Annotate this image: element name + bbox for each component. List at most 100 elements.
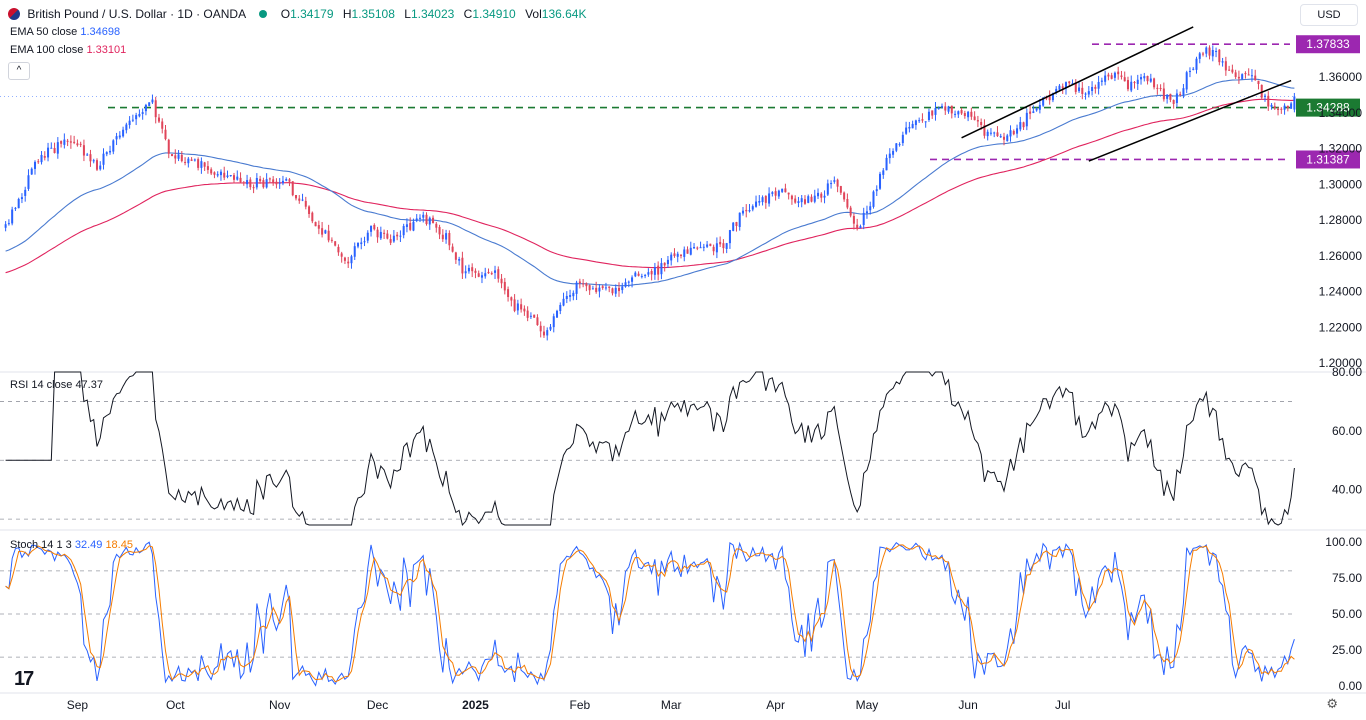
candle (631, 275, 634, 288)
rsi-legend[interactable]: RSI 14 close 47.37 (10, 379, 103, 391)
candle-body (1094, 86, 1097, 89)
candle (268, 177, 271, 183)
candle-body (957, 111, 960, 115)
candle-body (161, 121, 164, 129)
candle (565, 291, 568, 304)
tradingview-logo-icon[interactable]: 17 (14, 668, 34, 690)
candle (611, 287, 614, 296)
candle (1166, 94, 1169, 104)
candle (670, 252, 673, 266)
candle (330, 237, 333, 243)
candle-body (539, 325, 542, 332)
candle-body (800, 198, 803, 203)
candle-body (210, 169, 213, 174)
price-axis-tick-label: 1.24000 (1319, 285, 1363, 299)
candle (1237, 70, 1240, 84)
candle (399, 230, 402, 242)
candle-body (679, 254, 683, 256)
candle (702, 243, 705, 252)
candle (741, 206, 744, 216)
candle (213, 171, 216, 179)
candle-body (27, 175, 30, 189)
candle (790, 194, 793, 205)
candle-body (673, 253, 676, 257)
candle-body (366, 232, 369, 241)
candle-body (389, 239, 392, 243)
candle (467, 264, 470, 274)
candle-body (278, 182, 281, 184)
candle-body (487, 271, 490, 274)
candle (872, 190, 875, 209)
candle (490, 271, 493, 276)
candle (983, 119, 986, 139)
candle-body (526, 310, 529, 318)
candle (1133, 81, 1136, 89)
candle-body (1290, 103, 1293, 109)
candle-body (477, 273, 480, 277)
time-axis-tick-label: Oct (166, 698, 185, 712)
candle-body (595, 287, 598, 292)
collapse-legend-button[interactable]: ^ (8, 62, 30, 80)
stoch-legend[interactable]: Stoch 14 1 3 32.49 18.45 (10, 539, 133, 551)
currency-selector[interactable]: USD (1300, 4, 1358, 26)
channel-upper-line[interactable] (961, 26, 1194, 139)
candle-body (993, 132, 996, 134)
candle (908, 121, 911, 133)
candle-body (1211, 50, 1214, 57)
candle-body (95, 160, 98, 170)
candle (14, 207, 17, 211)
ema50-legend[interactable]: EMA 50 close 1.34698 (10, 26, 121, 38)
candle-body (141, 112, 144, 114)
candle (458, 256, 461, 266)
candle-body (1097, 81, 1100, 89)
candle-body (291, 181, 294, 196)
candle-body (693, 247, 696, 249)
candle (262, 177, 265, 189)
candle (1172, 99, 1175, 109)
candle (252, 184, 255, 194)
candle (193, 158, 196, 162)
candle-body (830, 183, 833, 185)
candle-body (1215, 50, 1218, 52)
candle (337, 244, 340, 256)
candle-body (373, 224, 376, 230)
candle (373, 223, 376, 231)
candle-body (1087, 91, 1090, 95)
symbol-title[interactable]: British Pound / U.S. Dollar · 1D · OANDA (27, 6, 247, 21)
candle (852, 213, 855, 230)
ema100-legend[interactable]: EMA 100 close 1.33101 (10, 44, 127, 56)
candle (99, 161, 102, 171)
candle (109, 145, 112, 155)
candle-body (454, 252, 457, 260)
candle (405, 218, 408, 233)
candle-body (869, 206, 872, 211)
candle (820, 192, 823, 203)
candle-body (937, 107, 940, 109)
candle (95, 158, 98, 172)
candle (989, 128, 992, 136)
candle (409, 217, 412, 232)
candle (999, 133, 1002, 138)
candle (1188, 67, 1191, 78)
candle-body (187, 158, 190, 164)
candle (471, 263, 474, 278)
candle (174, 149, 177, 164)
channel-lower-line[interactable] (1088, 79, 1292, 162)
candle (1136, 74, 1139, 91)
candle-body (1179, 94, 1182, 96)
candle (947, 105, 950, 114)
candle (428, 216, 431, 230)
candle (190, 157, 193, 162)
candle (719, 236, 722, 248)
candle-body (745, 209, 748, 212)
candle (1228, 65, 1231, 71)
settings-gear-icon[interactable]: ⚙ (1326, 696, 1338, 711)
candle (637, 271, 640, 277)
candle (1149, 73, 1152, 83)
candle-body (200, 161, 203, 168)
candle-body (1198, 53, 1201, 59)
candle-body (1277, 108, 1280, 110)
candle (144, 103, 147, 116)
candle (308, 205, 311, 218)
